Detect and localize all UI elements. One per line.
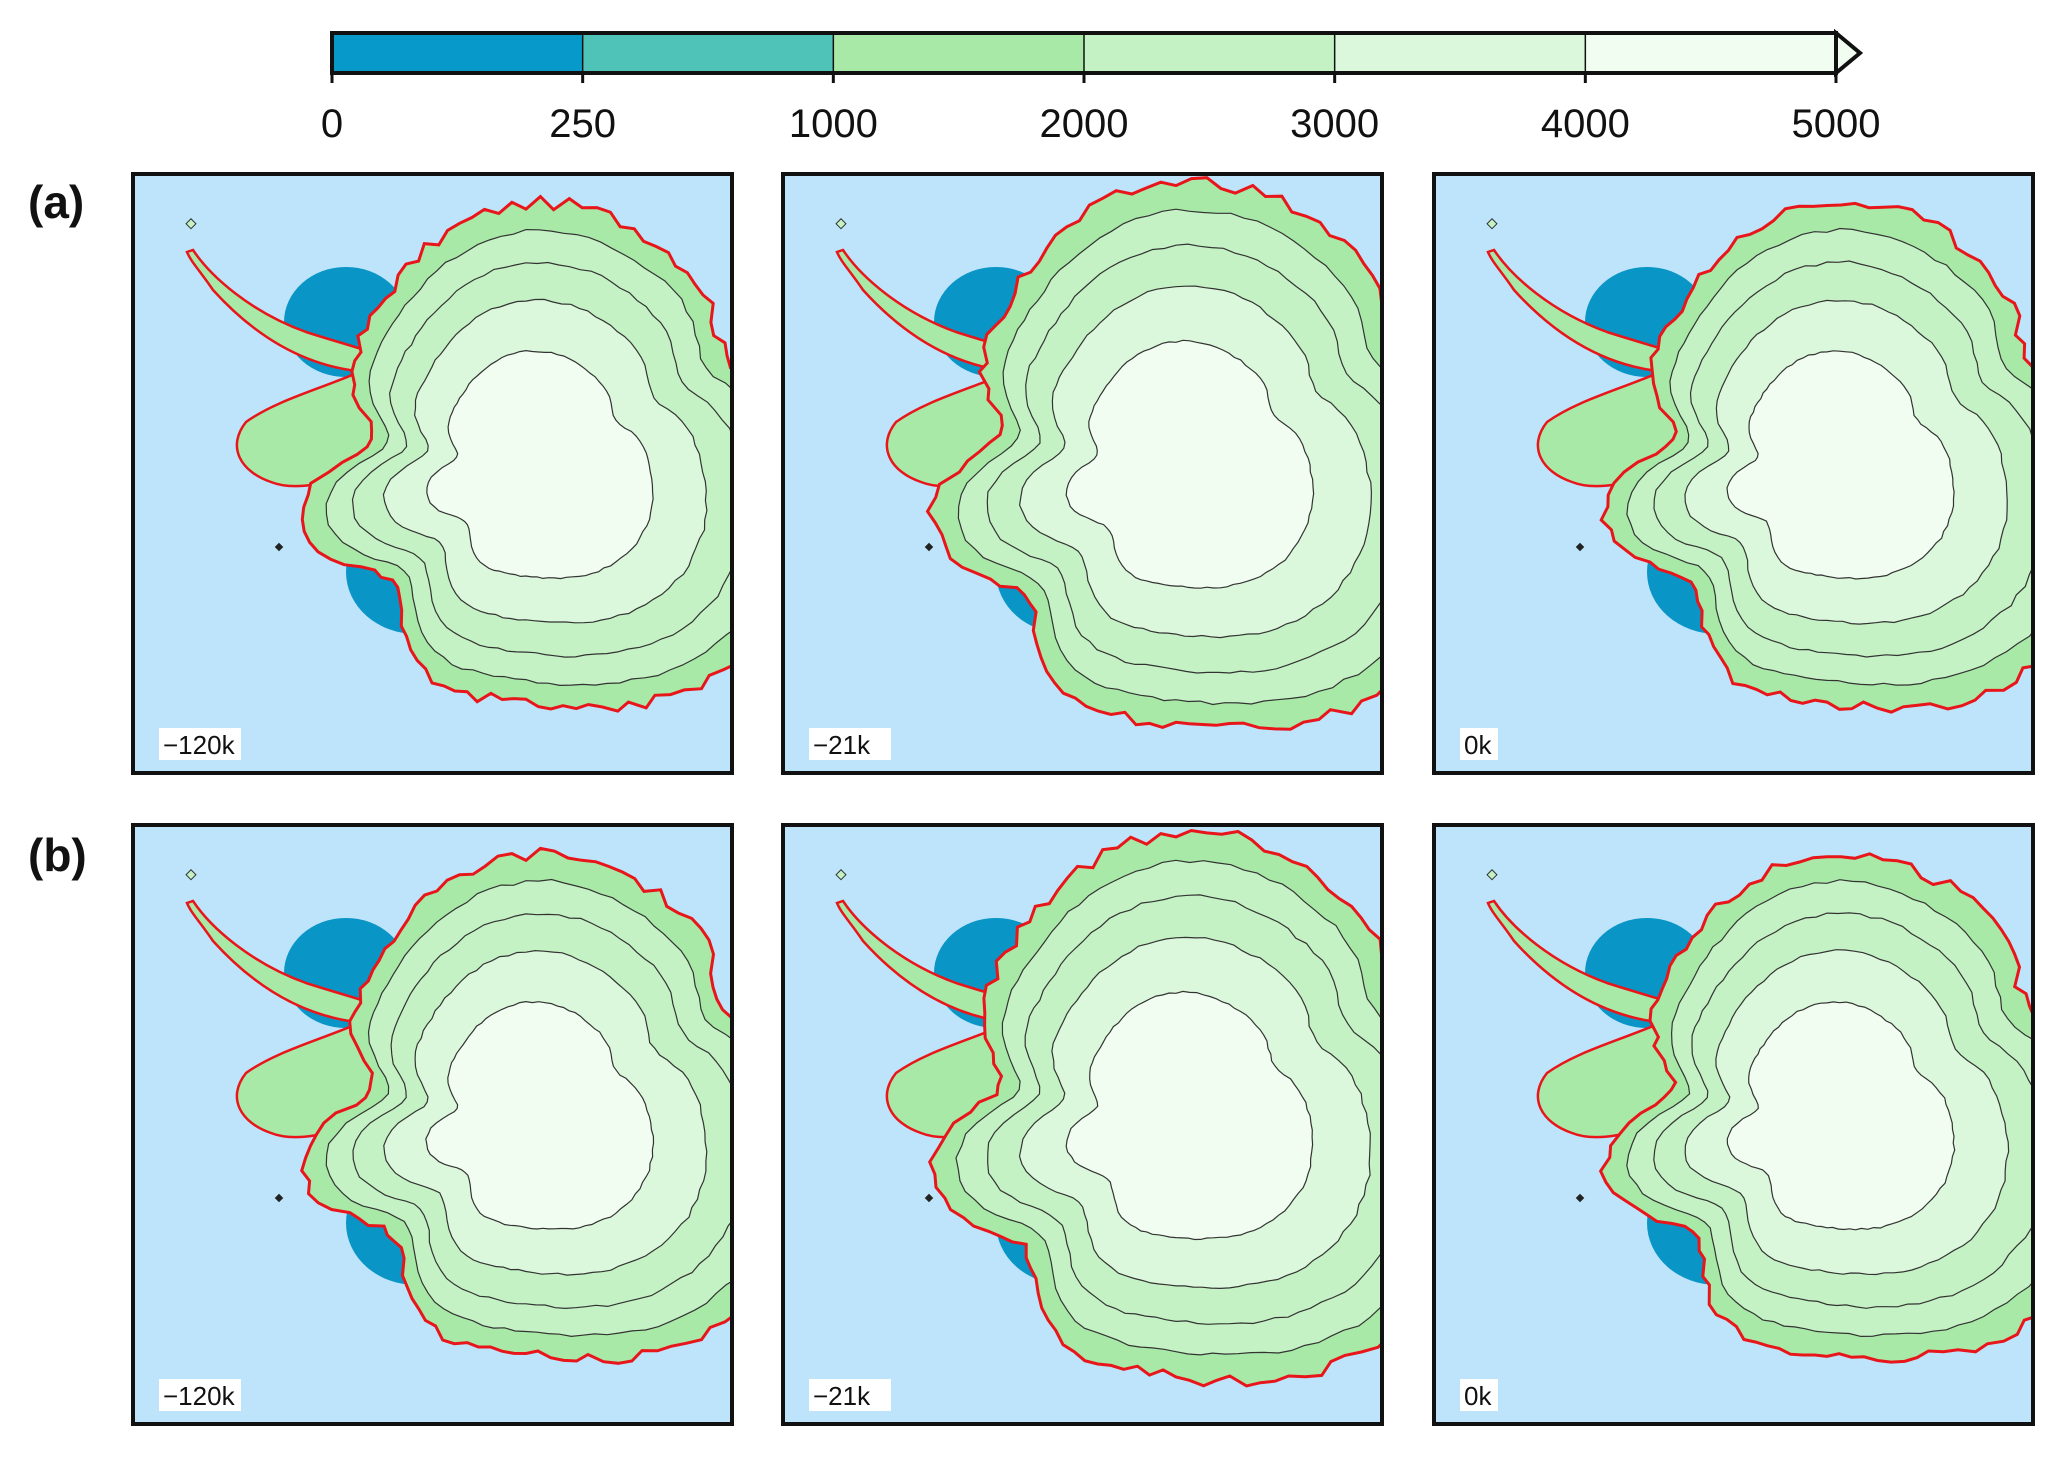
map-panel-a-1: −120k — [131, 172, 734, 775]
colorbar-tick-label: 2000 — [1040, 102, 1129, 146]
colorbar-tick-label: 1000 — [789, 102, 878, 146]
island-marker — [274, 542, 284, 552]
antarctic-peninsula — [1486, 248, 1674, 374]
elevation-contour — [425, 1000, 655, 1230]
colorbar-bins — [332, 33, 1837, 73]
colorbar-bin — [1084, 33, 1336, 73]
row-label-b: (b) — [28, 829, 87, 881]
time-label-box — [809, 1379, 891, 1411]
colorbar-bin — [833, 33, 1085, 73]
elevation-contour — [426, 349, 654, 580]
time-label: 0k — [1464, 730, 1492, 760]
elevation-contour — [1065, 990, 1314, 1241]
island-marker — [835, 869, 847, 881]
elevation-contour — [1065, 339, 1315, 589]
antarctic-peninsula — [835, 899, 1023, 1025]
island-marker — [274, 1193, 284, 1203]
island-marker — [835, 218, 847, 230]
time-label: −120k — [163, 730, 236, 760]
colorbar-tick-label: 3000 — [1290, 102, 1379, 146]
time-label: 0k — [1464, 1381, 1492, 1411]
map-panel-b-1: −120k — [131, 823, 734, 1426]
island-marker — [1486, 869, 1498, 881]
time-label-box — [1460, 1379, 1498, 1411]
colorbar-tick-label: 5000 — [1792, 102, 1881, 146]
colorbar-ticks: 0 250 1000 2000 3000 4000 5000 — [321, 73, 1881, 146]
time-label: −21k — [813, 1381, 871, 1411]
antarctic-peninsula — [185, 248, 373, 374]
time-label: −120k — [163, 1381, 236, 1411]
elevation-contour — [1726, 1001, 1956, 1231]
panel-frame — [1432, 172, 2035, 775]
row-label-a: (a) — [28, 176, 85, 228]
colorbar-tick-label: 4000 — [1541, 102, 1630, 146]
panel-frame — [131, 823, 734, 1426]
antarctic-peninsula — [185, 899, 373, 1025]
colorbar-bin — [1334, 33, 1586, 73]
colorbar-bin — [1585, 33, 1837, 73]
time-label-box — [1460, 728, 1498, 760]
time-label-box — [159, 728, 241, 760]
colorbar-bin — [582, 33, 834, 73]
island-marker — [185, 869, 197, 881]
colorbar-tick-label: 250 — [549, 102, 616, 146]
island-marker — [1486, 218, 1498, 230]
panel-frame — [781, 823, 1384, 1426]
time-label-box — [809, 728, 891, 760]
map-panel-b-3: 0k — [1432, 823, 2035, 1426]
time-label: −21k — [813, 730, 871, 760]
colorbar: 0 250 1000 2000 3000 4000 5000 — [321, 28, 1881, 146]
time-label-box — [159, 1379, 241, 1411]
island-marker — [185, 218, 197, 230]
elevation-contour — [1726, 350, 1955, 580]
antarctic-peninsula — [1486, 899, 1674, 1025]
colorbar-extend-arrow — [1834, 28, 1864, 78]
map-panel-a-3: 0k — [1432, 172, 2035, 775]
panel-frame — [131, 172, 734, 775]
map-panel-b-2: −21k — [781, 823, 1384, 1426]
colorbar-tick-label: 0 — [321, 102, 343, 146]
antarctic-peninsula — [835, 248, 1023, 374]
panel-frame — [1432, 823, 2035, 1426]
map-panel-a-2: −21k — [781, 172, 1384, 775]
panel-frame — [781, 172, 1384, 775]
colorbar-bin — [332, 33, 584, 73]
